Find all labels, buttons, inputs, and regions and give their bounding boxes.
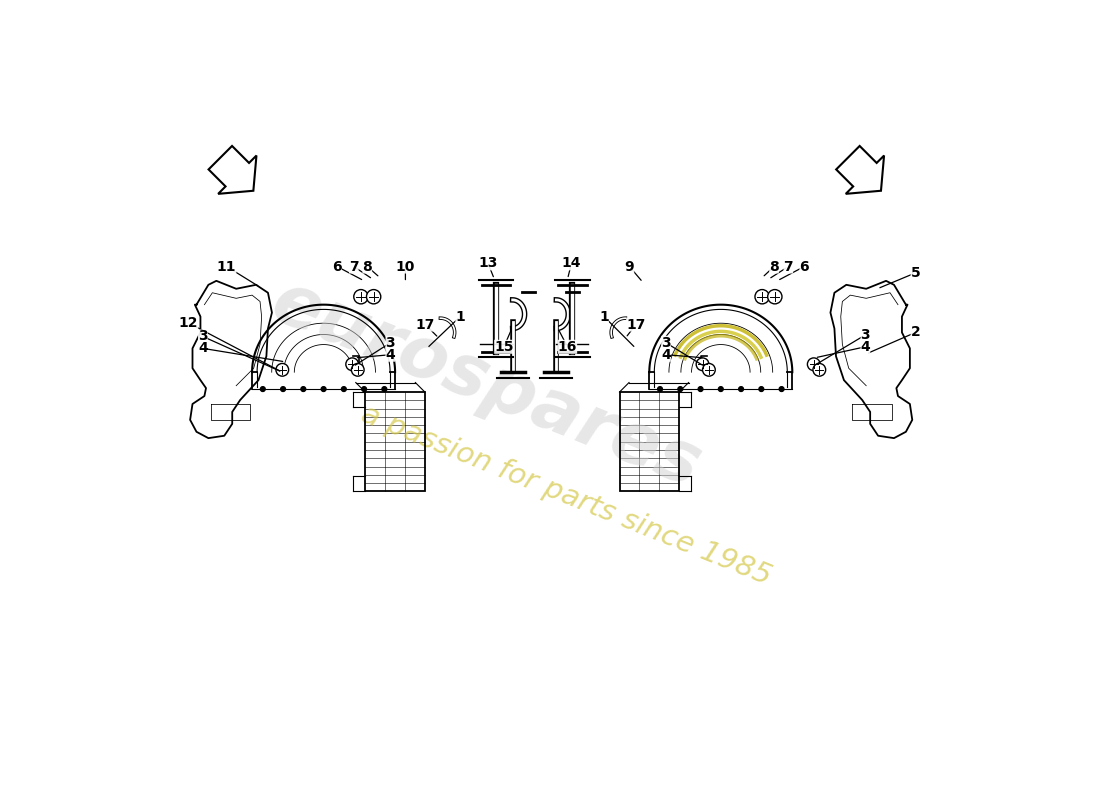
Circle shape bbox=[768, 290, 782, 304]
Text: 10: 10 bbox=[396, 259, 415, 274]
Text: 3: 3 bbox=[198, 330, 208, 343]
Text: 4: 4 bbox=[860, 340, 870, 354]
Text: 1: 1 bbox=[455, 310, 465, 323]
Circle shape bbox=[276, 363, 288, 376]
Circle shape bbox=[696, 358, 708, 370]
Circle shape bbox=[658, 386, 662, 391]
Text: 17: 17 bbox=[416, 318, 434, 331]
Text: 4: 4 bbox=[661, 348, 671, 362]
Text: 15: 15 bbox=[494, 340, 514, 354]
Text: 16: 16 bbox=[558, 340, 578, 354]
Text: 8: 8 bbox=[769, 259, 779, 274]
Text: 14: 14 bbox=[562, 256, 581, 270]
Text: 7: 7 bbox=[783, 259, 793, 274]
Circle shape bbox=[813, 363, 826, 376]
Circle shape bbox=[351, 363, 364, 376]
Text: 2: 2 bbox=[911, 326, 921, 339]
Circle shape bbox=[759, 386, 763, 391]
Text: 4: 4 bbox=[198, 342, 208, 355]
Text: a passion for parts since 1985: a passion for parts since 1985 bbox=[356, 400, 776, 590]
Circle shape bbox=[354, 290, 368, 304]
Text: 11: 11 bbox=[217, 259, 236, 274]
Text: 6: 6 bbox=[800, 259, 808, 274]
Circle shape bbox=[807, 358, 821, 370]
Text: 12: 12 bbox=[179, 316, 198, 330]
Text: 1: 1 bbox=[600, 310, 609, 323]
Circle shape bbox=[345, 358, 359, 370]
Circle shape bbox=[341, 386, 346, 391]
Text: 9: 9 bbox=[625, 259, 635, 274]
Text: 5: 5 bbox=[911, 266, 921, 280]
Circle shape bbox=[703, 363, 715, 376]
Text: 3: 3 bbox=[385, 336, 395, 350]
Circle shape bbox=[718, 386, 723, 391]
Circle shape bbox=[739, 386, 744, 391]
Bar bbox=[365, 392, 425, 491]
Text: 13: 13 bbox=[478, 256, 497, 270]
Circle shape bbox=[779, 386, 784, 391]
Text: 3: 3 bbox=[661, 336, 671, 350]
Circle shape bbox=[366, 290, 381, 304]
Circle shape bbox=[698, 386, 703, 391]
Circle shape bbox=[301, 386, 306, 391]
Text: 8: 8 bbox=[362, 259, 372, 274]
Circle shape bbox=[280, 386, 286, 391]
Circle shape bbox=[382, 386, 387, 391]
Text: eurospares: eurospares bbox=[262, 266, 711, 502]
Circle shape bbox=[321, 386, 326, 391]
Circle shape bbox=[261, 386, 265, 391]
Text: 4: 4 bbox=[385, 348, 395, 362]
Circle shape bbox=[678, 386, 683, 391]
Text: 3: 3 bbox=[860, 328, 870, 342]
Text: 6: 6 bbox=[332, 259, 342, 274]
Circle shape bbox=[362, 386, 366, 391]
Bar bbox=[619, 392, 679, 491]
Circle shape bbox=[755, 290, 769, 304]
Text: 7: 7 bbox=[349, 259, 359, 274]
Text: 17: 17 bbox=[626, 318, 646, 331]
